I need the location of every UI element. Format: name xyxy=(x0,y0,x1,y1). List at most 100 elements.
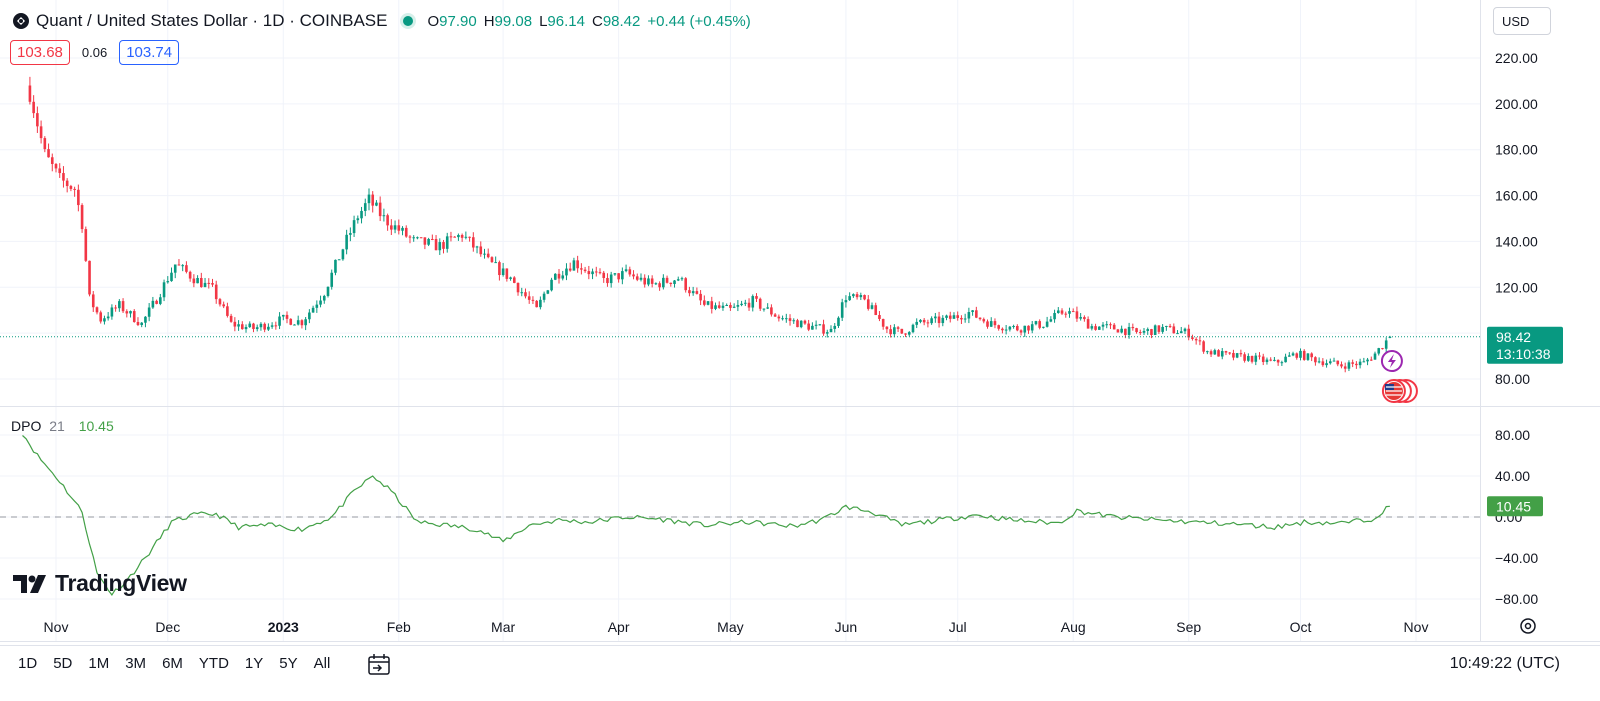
candle-body xyxy=(621,271,624,280)
candle-body xyxy=(326,286,330,296)
range-ytd[interactable]: YTD xyxy=(198,655,229,672)
candle-body xyxy=(993,321,997,326)
candle-body xyxy=(878,315,881,319)
candle-body xyxy=(874,305,878,316)
low-value: 96.14 xyxy=(547,12,585,30)
trade-buttons: 103.68 0.06 103.74 xyxy=(10,40,180,65)
candle-body xyxy=(609,274,613,284)
utc-clock[interactable]: 10:49:22 (UTC) xyxy=(1449,655,1560,672)
candle-body xyxy=(557,273,561,279)
candle-body xyxy=(1079,317,1082,319)
price-tick-label: 120.00 xyxy=(1495,279,1538,295)
candle-body xyxy=(1280,362,1284,364)
candle-body xyxy=(1109,324,1112,326)
market-status-dot[interactable] xyxy=(403,16,414,26)
range-5y[interactable]: 5Y xyxy=(279,655,298,672)
candle-body xyxy=(717,305,721,308)
candle-body xyxy=(788,318,792,321)
indicator-length: 21 xyxy=(49,418,65,434)
candle-body xyxy=(568,268,572,271)
candle-body xyxy=(1034,321,1038,325)
candle-body xyxy=(334,259,337,273)
candle-body xyxy=(114,307,117,309)
candle-body xyxy=(978,317,982,320)
candle-body xyxy=(166,281,170,283)
candle-body xyxy=(84,229,88,261)
candle-body xyxy=(1276,359,1280,363)
candle-body xyxy=(300,320,304,326)
currency-selector[interactable]: USD xyxy=(1493,7,1551,35)
last-price-badge-countdown: 13:10:38 xyxy=(1496,346,1551,362)
indicator-legend[interactable]: DPO 21 10.45 xyxy=(11,418,114,434)
candle-body xyxy=(736,305,740,307)
range-6m[interactable]: 6M xyxy=(162,655,183,672)
candle-body xyxy=(274,325,278,327)
candle-body xyxy=(796,320,799,328)
date-range-calendar-icon[interactable] xyxy=(366,653,392,677)
candle-body xyxy=(95,307,99,313)
candle-body xyxy=(975,310,978,318)
x-tick-label: Jun xyxy=(835,619,858,635)
candle-body xyxy=(934,316,937,319)
symbol-title[interactable]: Quant / United States Dollar · 1D · COIN… xyxy=(36,11,388,30)
candle-body xyxy=(412,237,416,239)
candle-body xyxy=(989,321,993,327)
candle-body xyxy=(363,203,367,211)
candle-body xyxy=(986,321,989,327)
candle-body xyxy=(1265,359,1269,363)
candle-body xyxy=(822,324,825,334)
candle-body xyxy=(416,237,419,239)
candle-body xyxy=(635,276,639,280)
candle-body xyxy=(233,321,237,327)
candle-body xyxy=(550,279,553,291)
range-3m[interactable]: 3M xyxy=(125,655,147,672)
candle-body xyxy=(900,328,904,334)
candle-body xyxy=(136,321,140,325)
candle-body xyxy=(941,317,945,324)
candle-body xyxy=(628,269,632,275)
candle-body xyxy=(144,316,147,323)
candle-body xyxy=(434,239,438,251)
candle-body xyxy=(1105,324,1109,326)
candle-body xyxy=(561,275,565,279)
candle-body xyxy=(322,295,326,301)
candle-body xyxy=(1247,355,1250,361)
candle-body xyxy=(259,323,263,328)
candle-body xyxy=(1097,326,1101,330)
last-price-badge xyxy=(1487,326,1563,364)
range-all[interactable]: All xyxy=(313,655,331,672)
candle-body xyxy=(1235,353,1239,358)
candle-body xyxy=(710,301,714,309)
range-1m[interactable]: 1M xyxy=(88,655,110,672)
x-tick-label: Nov xyxy=(1404,619,1429,635)
candle-body xyxy=(617,273,620,280)
range-5d[interactable]: 5D xyxy=(53,655,73,672)
candle-body xyxy=(464,236,468,238)
buy-button[interactable]: 103.74 xyxy=(119,40,180,65)
candle-body xyxy=(1053,312,1056,320)
candle-body xyxy=(956,315,960,318)
candle-body xyxy=(755,296,758,299)
candle-body xyxy=(69,186,73,189)
range-1d[interactable]: 1D xyxy=(18,655,38,672)
candle-body xyxy=(457,234,460,238)
change-value: +0.44 (+0.45%) xyxy=(647,12,751,30)
candle-body xyxy=(1075,311,1079,319)
spread-value: 0.06 xyxy=(81,45,108,60)
range-1y[interactable]: 1Y xyxy=(244,655,264,672)
tradingview-logo[interactable]: TradingView xyxy=(13,570,187,597)
close-value: 98.42 xyxy=(602,12,641,30)
candle-body xyxy=(378,202,382,217)
candle-body xyxy=(147,307,151,317)
candle-body xyxy=(840,302,844,318)
tradingview-wordmark: TradingView xyxy=(55,570,187,596)
candle-body xyxy=(1377,348,1381,354)
candle-body xyxy=(829,328,833,333)
candle-body xyxy=(177,264,181,266)
candle-body xyxy=(580,268,583,270)
sell-button[interactable]: 103.68 xyxy=(10,40,70,65)
price-tick-label: 160.00 xyxy=(1495,188,1538,204)
candle-body xyxy=(833,325,837,329)
high-value: 99.08 xyxy=(494,12,533,30)
